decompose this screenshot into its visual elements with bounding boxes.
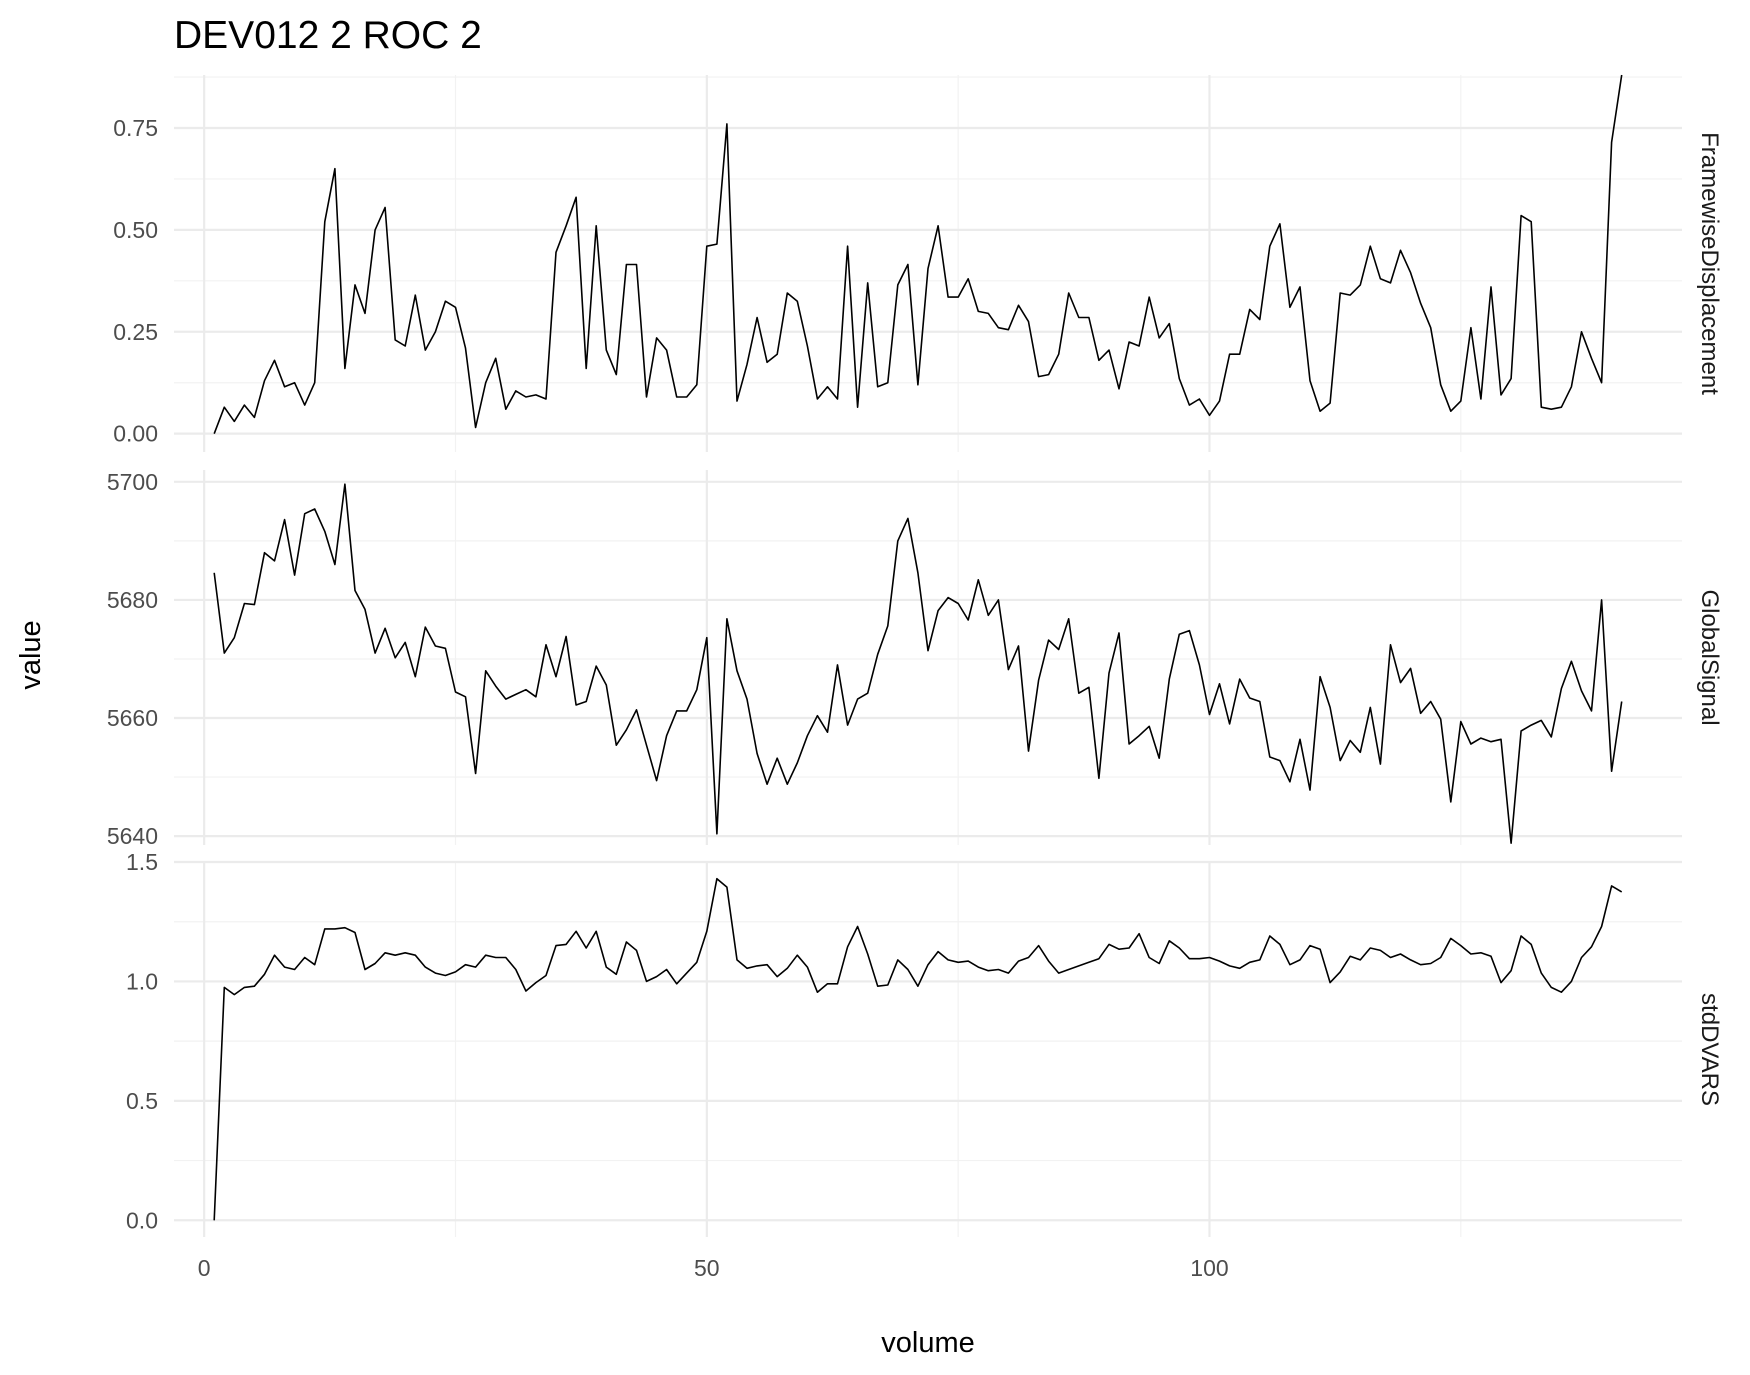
x-axis: 0 50 100 xyxy=(198,1255,1229,1281)
chart-title: DEV012 2 ROC 2 xyxy=(174,14,482,57)
panel-GlobalSignal: 5640 5660 5680 5700 GlobalSignal xyxy=(107,469,1723,849)
panels-layer: 0.00 0.25 0.50 0.75 FramewiseDisplacement 564… xyxy=(107,74,1723,1237)
series-line-FramewiseDisplacement xyxy=(213,74,1623,434)
strip-label-GlobalSignal: GlobalSignal xyxy=(1696,589,1723,725)
y-tick-label: 5700 xyxy=(107,469,158,495)
x-axis-title: volume xyxy=(881,1327,975,1359)
panel-FramewiseDisplacement: 0.00 0.25 0.50 0.75 FramewiseDisplacement xyxy=(113,74,1723,452)
y-axis-title: value xyxy=(15,620,47,689)
y-tick-label: 5660 xyxy=(107,705,158,731)
strip-label-FramewiseDisplacement: FramewiseDisplacement xyxy=(1696,132,1723,395)
x-tick-label: 50 xyxy=(694,1255,720,1281)
y-tick-label: 1.5 xyxy=(126,849,158,875)
x-tick-label: 0 xyxy=(198,1255,211,1281)
series-line-GlobalSignal xyxy=(213,483,1623,845)
panel-stdDVARS: 0.0 0.5 1.0 1.5 stdDVARS xyxy=(126,849,1723,1237)
y-tick-label: 0.75 xyxy=(113,115,158,141)
y-tick-label: 0.5 xyxy=(126,1088,158,1114)
y-tick-label: 5640 xyxy=(107,823,158,849)
series-line-stdDVARS xyxy=(213,877,1623,1221)
y-tick-label: 0.50 xyxy=(113,217,158,243)
y-tick-label: 0.00 xyxy=(113,421,158,447)
y-tick-label: 1.0 xyxy=(126,968,158,994)
y-tick-label: 5680 xyxy=(107,587,158,613)
x-tick-label: 100 xyxy=(1190,1255,1228,1281)
y-tick-label: 0.25 xyxy=(113,319,158,345)
y-tick-label: 0.0 xyxy=(126,1207,158,1233)
strip-label-stdDVARS: stdDVARS xyxy=(1696,993,1723,1106)
